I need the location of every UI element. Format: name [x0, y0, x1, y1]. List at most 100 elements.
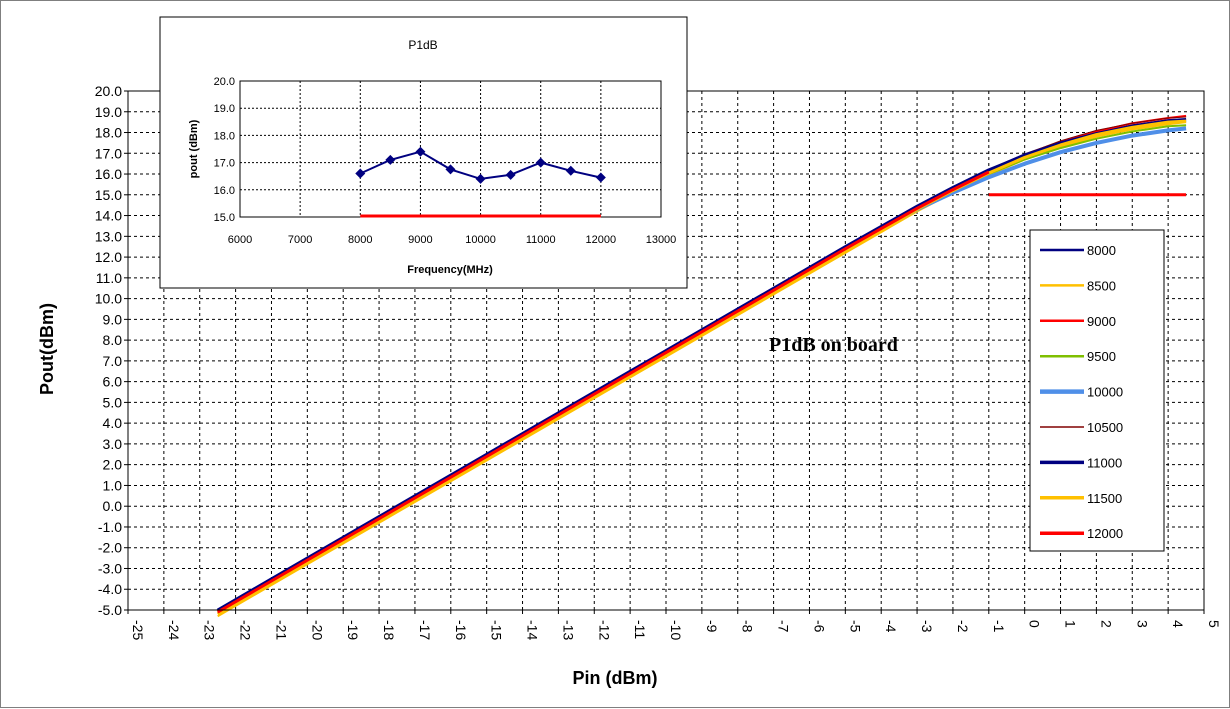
x-tick-label: -17	[417, 620, 433, 640]
inset-y-tick-label: 18.0	[214, 130, 235, 142]
y-tick-label: 20.0	[95, 83, 122, 99]
legend-label: 12000	[1087, 526, 1123, 541]
inset-data-point	[505, 169, 516, 180]
legend-label: 9500	[1087, 349, 1116, 364]
y-tick-label: 2.0	[103, 457, 123, 473]
y-tick-label: -3.0	[98, 560, 122, 576]
y-tick-label: 1.0	[103, 477, 123, 493]
x-tick-label: -6	[811, 620, 827, 633]
y-tick-label: -1.0	[98, 519, 122, 535]
x-tick-label: -8	[740, 620, 756, 633]
inset-data-point	[565, 165, 576, 176]
y-tick-label: 18.0	[95, 125, 122, 141]
inset-data-point	[595, 172, 606, 183]
x-tick-label: -21	[273, 620, 289, 640]
legend-label: 10000	[1087, 385, 1123, 400]
x-tick-label: -4	[883, 620, 899, 633]
inset-data-point	[355, 168, 366, 179]
y-tick-label: 5.0	[103, 394, 123, 410]
x-tick-label: -22	[238, 620, 254, 640]
y-tick-label: -5.0	[98, 602, 122, 618]
x-tick-label: -11	[632, 620, 648, 639]
x-tick-label: -3	[919, 620, 935, 633]
legend: 8000 8500 9000 9500 10000 10500 11000 11500 1200…	[1029, 229, 1165, 552]
series-line-12000	[216, 170, 990, 614]
main-series	[216, 114, 1187, 618]
inset-x-tick-label: 11000	[526, 234, 556, 246]
inset-data-point	[415, 146, 426, 157]
x-tick-label: -12	[596, 620, 612, 640]
inset-title: P1dB	[408, 38, 437, 52]
inset-data-point	[475, 173, 486, 184]
legend-label: 8000	[1087, 243, 1116, 258]
y-tick-label: 12.0	[95, 249, 122, 265]
inset-data-point	[445, 164, 456, 175]
y-tick-label: 6.0	[103, 374, 123, 390]
y-tick-label: 15.0	[95, 187, 122, 203]
x-tick-label: -16	[453, 620, 469, 640]
x-tick-label: -15	[489, 620, 505, 640]
inset-x-tick-label: 9000	[408, 234, 432, 246]
inset-x-tick-label: 13000	[646, 234, 677, 246]
x-tick-label: 3	[1134, 620, 1150, 628]
y-axis-label: Pout(dBm)	[37, 303, 57, 395]
y-tick-label: 14.0	[95, 208, 122, 224]
x-tick-label: -5	[847, 620, 863, 633]
inset-y-tick-label: 19.0	[214, 103, 235, 115]
x-tick-label: 4	[1170, 620, 1186, 628]
y-tick-label: 13.0	[95, 228, 122, 244]
inset-y-tick-label: 15.0	[214, 212, 235, 224]
y-tick-label: 7.0	[103, 353, 123, 369]
x-tick-label: -9	[704, 620, 720, 633]
y-tick-label: -2.0	[98, 540, 122, 556]
y-tick-label: 16.0	[95, 166, 122, 182]
x-tick-label: -13	[560, 620, 576, 640]
legend-label: 11000	[1087, 455, 1122, 470]
inset-data-point	[385, 154, 396, 165]
legend-label: 11500	[1087, 491, 1122, 506]
legend-label: 9000	[1087, 314, 1116, 329]
x-tick-label: -7	[776, 620, 792, 633]
x-tick-label: -10	[668, 620, 684, 640]
inset-x-tick-label: 8000	[348, 234, 372, 246]
inset-x-tick-label: 10000	[465, 234, 496, 246]
inset-y-axis-label: pout (dBm)	[188, 119, 200, 178]
inset-x-tick-label: 6000	[228, 234, 252, 246]
inset-data-point	[535, 157, 546, 168]
x-tick-label: 2	[1098, 620, 1114, 628]
y-tick-label: -4.0	[98, 581, 122, 597]
x-tick-label: -1	[991, 620, 1007, 633]
main-axes: -25 -24 -23 -22 -21 -20 -19 -18 -17 -16 -15 -14 -13-…	[95, 83, 1222, 640]
x-tick-label: 5	[1206, 620, 1222, 628]
y-tick-label: 19.0	[95, 104, 122, 120]
legend-label: 10500	[1087, 420, 1123, 435]
y-tick-label: 8.0	[103, 332, 123, 348]
inset-x-tick-label: 7000	[288, 234, 312, 246]
inset-y-tick-label: 20.0	[214, 76, 235, 88]
y-tick-label: 11.0	[96, 270, 122, 286]
y-tick-label: 3.0	[103, 436, 123, 452]
legend-label: 8500	[1087, 278, 1116, 293]
x-tick-label: -20	[309, 620, 325, 640]
x-tick-label: -23	[202, 620, 218, 640]
x-tick-label: -19	[345, 620, 361, 640]
inset-y-tick-label: 16.0	[214, 185, 235, 197]
y-tick-label: 0.0	[103, 498, 123, 514]
x-tick-label: 0	[1027, 620, 1043, 628]
chart-annotation: P1dB on board	[769, 334, 898, 356]
x-tick-label: -2	[955, 620, 971, 633]
y-tick-label: 10.0	[95, 291, 122, 307]
x-tick-label: -24	[166, 620, 182, 640]
x-tick-label: 1	[1063, 620, 1079, 628]
inset-chart: 6000 7000 8000 9000 10000 11000 12000 13000 15.0…	[159, 16, 688, 289]
x-tick-label: -25	[130, 620, 146, 640]
y-tick-label: 17.0	[95, 145, 122, 161]
inset-x-tick-label: 12000	[586, 234, 617, 246]
x-axis-label: Pin (dBm)	[573, 668, 658, 688]
x-tick-label: -14	[525, 620, 541, 640]
inset-x-axis-label: Frequency(MHz)	[407, 264, 493, 276]
inset-y-tick-label: 17.0	[214, 158, 235, 170]
y-tick-label: 9.0	[103, 311, 123, 327]
